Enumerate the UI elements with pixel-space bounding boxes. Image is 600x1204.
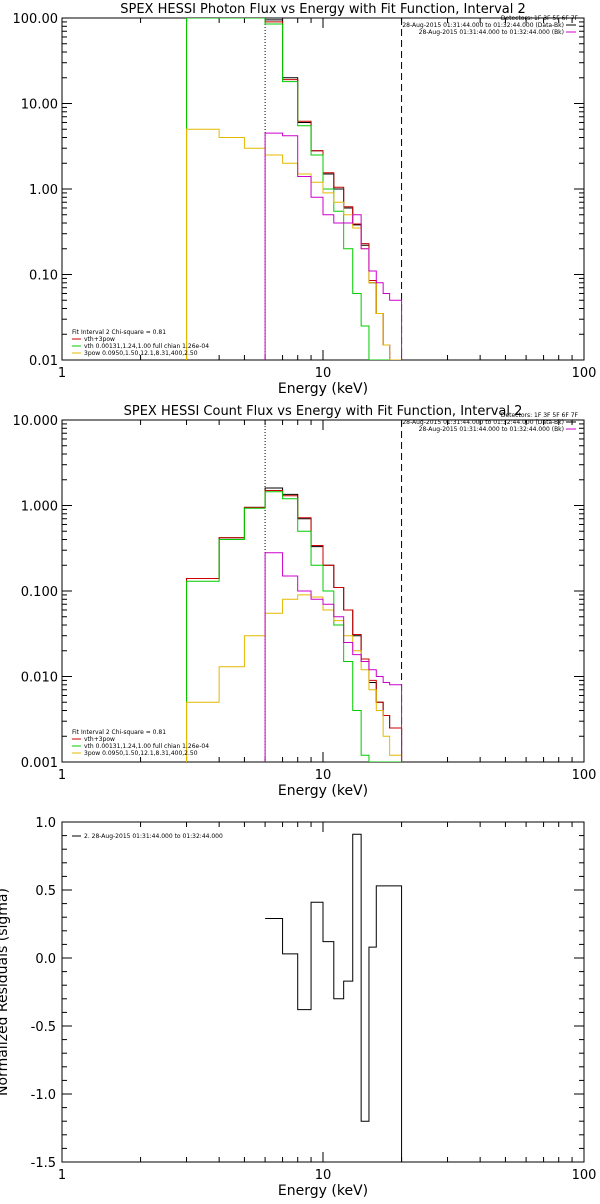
y-tick-label: 0.5: [35, 884, 56, 899]
series-line-0: [186, 18, 402, 360]
chart-panel-2: 1 10 100 0.001 0.010 0.100 1.000 10.000 SPEX HES…: [13, 404, 597, 799]
y-tick-label: 1.0: [35, 816, 56, 831]
plot-data: [265, 833, 403, 1162]
x-tick-label: 100: [572, 768, 597, 783]
y-tick-label: 0.010: [21, 671, 58, 686]
plot-data: [186, 420, 403, 762]
series-line-0: [186, 487, 403, 762]
series-line-3: [186, 128, 402, 360]
y-axis-label: Normalized Residuals (sigma): [0, 888, 11, 1096]
legend-line: vth+3pow: [84, 736, 115, 743]
legend-line: vth 0.00131,1.24,1.00 full chian 1.26e-0…: [84, 743, 209, 750]
chart-title: SPEX HESSI Photon Flux vs Energy with Fi…: [120, 2, 526, 17]
legend-line: Fit Interval 2 Chi-square = 0.81: [72, 729, 166, 736]
y-tick-label: 0.0: [35, 952, 56, 967]
legend-line: 2. 28-Aug-2015 01:31:44.000 to 01:32:44.…: [84, 833, 223, 840]
series-line-4: [264, 132, 403, 360]
y-tick-label: 1.000: [21, 500, 58, 515]
legend-line: 3pow 0.0950,1.50,12.1,8.31,400,2.50: [84, 750, 198, 757]
info-line: Detectors: 1F 3F 5F 6F 7F: [501, 15, 579, 22]
x-tick-label: 10: [315, 366, 332, 381]
info-line: 28-Aug-2015 01:31:44.000 to 01:32:44.000…: [402, 419, 564, 426]
legend-line: vth 0.00131,1.24,1.00 full chian 1.26e-0…: [84, 343, 209, 350]
series-line-1: [186, 18, 402, 360]
x-tick-label: 1: [58, 768, 66, 783]
plot-frame: [61, 821, 585, 1163]
info-line: 28-Aug-2015 01:31:44.000 to 01:32:44.000…: [419, 426, 564, 433]
x-tick-label: 10: [315, 1168, 332, 1183]
y-tick-label: 0.001: [21, 756, 58, 771]
info-line: 28-Aug-2015 01:31:44.000 to 01:32:44.000…: [402, 22, 564, 29]
x-tick-label: 1: [58, 1168, 66, 1183]
y-tick-label: 0.100: [21, 585, 58, 600]
x-tick-label: 100: [572, 366, 597, 381]
y-tick-label: -1.0: [31, 1088, 56, 1103]
series-line-1: [186, 489, 403, 762]
series-line-2: [186, 491, 402, 762]
series-line-0: [265, 833, 403, 1162]
y-tick-label: -1.5: [31, 1156, 56, 1171]
info-line: Detectors: 1F 3F 5F 6F 7F: [501, 412, 579, 419]
x-tick-label: 100: [572, 1168, 597, 1183]
y-tick-label: 1.00: [29, 183, 58, 198]
x-axis-label: Energy (keV): [278, 1183, 368, 1199]
y-tick-label: 0.10: [29, 269, 58, 284]
legend-line: 3pow 0.0950,1.50,12.1,8.31,400,2.50: [84, 350, 198, 357]
y-tick-label: -0.5: [31, 1020, 56, 1035]
legend-line: Fit Interval 2 Chi-square = 0.81: [72, 329, 166, 336]
x-tick-label: 10: [315, 768, 332, 783]
y-tick-label: 10.00: [21, 98, 58, 113]
series-line-2: [186, 18, 402, 360]
chart-title: SPEX HESSI Count Flux vs Energy with Fit…: [124, 404, 523, 419]
plot-data: [186, 18, 403, 360]
x-tick-label: 1: [58, 366, 66, 381]
series-line-4: [264, 552, 403, 762]
chart-panel-3: 1 10 100 -1.5 -1.0 -0.5 0.0 0.5 1.0 Energy (keV) N…: [0, 816, 596, 1199]
chart-panel-1: 1 10 100 0.01 0.10 1.00 10.00 100.00 SPEX HESSI …: [13, 2, 597, 397]
series-line-3: [186, 594, 403, 762]
legend-line: vth+3pow: [84, 336, 115, 343]
info-line: 28-Aug-2015 01:31:44.000 to 01:32:44.000…: [419, 29, 564, 36]
y-tick-label: 10.000: [13, 414, 59, 429]
y-tick-label: 100.00: [13, 12, 59, 27]
y-tick-label: 0.01: [29, 354, 58, 369]
x-axis-label: Energy (keV): [278, 381, 368, 397]
x-axis-label: Energy (keV): [278, 783, 368, 799]
